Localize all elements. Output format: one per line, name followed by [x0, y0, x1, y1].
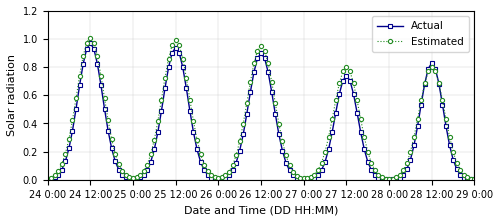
Legend: Actual, Estimated: Actual, Estimated	[372, 16, 470, 52]
Y-axis label: Solar radiation: Solar radiation	[7, 54, 17, 136]
Estimated	[472, 178, 478, 181]
Actual	[148, 161, 154, 163]
Actual	[230, 169, 235, 172]
Estimated	[446, 136, 452, 138]
Actual	[315, 174, 321, 176]
Line: Actual: Actual	[46, 41, 476, 182]
Estimated	[315, 169, 321, 172]
Actual	[88, 42, 94, 45]
Line: Estimated: Estimated	[46, 36, 476, 181]
Estimated	[91, 41, 97, 44]
Actual	[44, 178, 51, 181]
Estimated	[230, 164, 235, 166]
Actual	[446, 144, 452, 147]
Estimated	[44, 177, 51, 180]
Estimated	[336, 82, 342, 85]
Estimated	[88, 36, 94, 39]
Actual	[472, 178, 478, 181]
Actual	[336, 93, 342, 95]
X-axis label: Date and Time (DD HH:MM): Date and Time (DD HH:MM)	[184, 205, 338, 215]
Estimated	[148, 153, 154, 156]
Actual	[91, 48, 97, 50]
